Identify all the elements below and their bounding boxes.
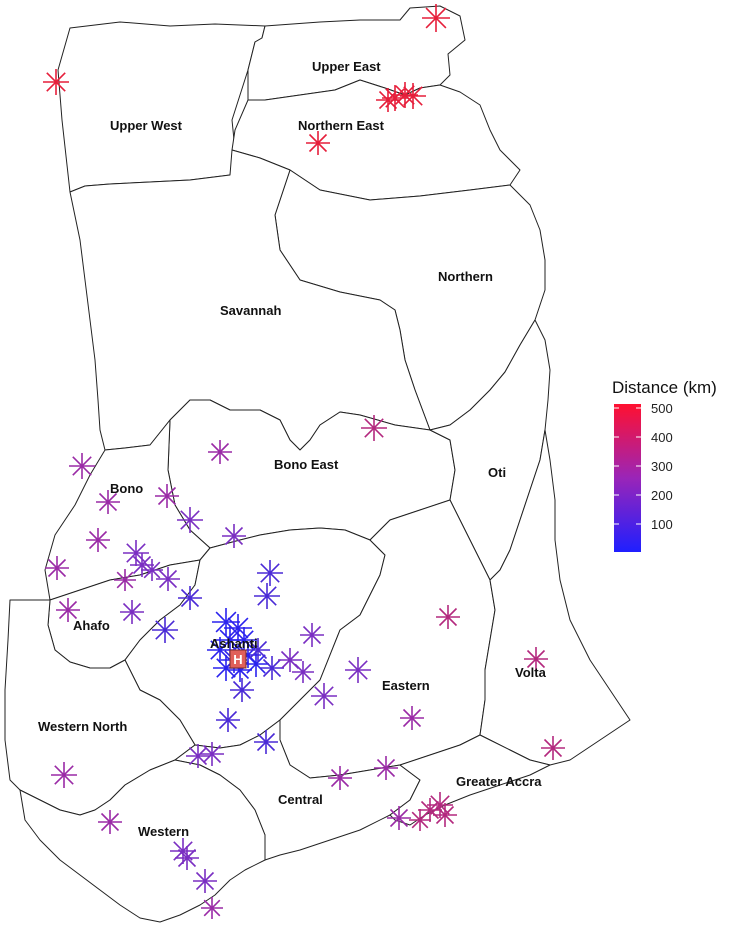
label-oti: Oti [488,465,506,480]
legend-tick-200: 200 [651,488,673,503]
distance-marker [175,846,199,870]
distance-marker [436,605,460,629]
legend-tick-400: 400 [651,430,673,445]
distance-marker [222,524,246,548]
hub-label: H [233,652,242,667]
distance-marker [400,706,424,730]
legend-tick-500: 500 [651,401,673,416]
distance-marker [524,647,548,671]
distance-marker [311,683,337,709]
distance-marker [170,838,196,864]
distance-marker [201,897,223,919]
label-savannah: Savannah [220,303,281,318]
distance-marker [216,708,240,732]
label-ahafo: Ahafo [73,618,110,633]
distance-marker [152,617,178,643]
label-central: Central [278,792,323,807]
label-bono: Bono [110,481,143,496]
distance-marker [345,657,371,683]
distance-marker [387,806,411,830]
distance-marker [541,736,565,760]
distance-markers [43,4,565,919]
label-eastern: Eastern [382,678,430,693]
distance-marker [254,730,278,754]
legend-tick-300: 300 [651,459,673,474]
distance-marker [130,553,154,577]
legend-title: Distance (km) [612,378,717,397]
distance-marker [114,569,136,591]
distance-marker [208,440,232,464]
distance-marker [246,638,270,662]
distance-marker [43,69,69,95]
label-western-north: Western North [38,719,127,734]
distance-marker [56,598,80,622]
label-ashanti: Ashanti [210,636,258,651]
distance-marker [178,586,202,610]
distance-marker [427,792,453,818]
distance-marker [45,556,69,580]
distance-marker [260,656,284,680]
hub-marker: H [229,649,247,669]
distance-marker [51,762,77,788]
distance-marker [361,415,387,441]
distance-marker [123,540,149,566]
distance-marker [300,623,324,647]
label-volta: Volta [515,665,547,680]
legend-colorbar [614,404,641,552]
distance-marker [120,600,144,624]
label-western: Western [138,824,189,839]
distance-legend: Distance (km) 500 400 300 200 100 [612,378,717,552]
distance-marker [96,490,120,514]
legend-tick-100: 100 [651,517,673,532]
distance-marker [409,809,431,831]
distance-marker [376,88,400,112]
label-northern-east: Northern East [298,118,385,133]
distance-marker [156,567,180,591]
label-bono-east: Bono East [274,457,339,472]
distance-marker [374,756,398,780]
distance-marker [433,803,457,827]
distance-marker [69,453,95,479]
distance-marker [400,83,426,109]
label-upper-west: Upper West [110,118,183,133]
label-greater-accra: Greater Accra [456,774,542,789]
region-labels: Upper West Upper East Northern East Nort… [38,59,547,839]
label-upper-east: Upper East [312,59,381,74]
distance-marker [141,559,163,581]
distance-marker [230,678,254,702]
distance-marker [193,869,217,893]
distance-marker [98,810,122,834]
distance-marker [86,528,110,552]
distance-marker [155,484,179,508]
distance-marker [177,507,203,533]
distance-marker [254,583,280,609]
distance-marker [422,4,450,32]
distance-marker [328,766,352,790]
region-volta [479,429,631,766]
distance-marker [200,742,224,766]
distance-marker [257,560,283,586]
label-northern: Northern [438,269,493,284]
distance-marker [306,131,330,155]
distance-marker [292,661,314,683]
